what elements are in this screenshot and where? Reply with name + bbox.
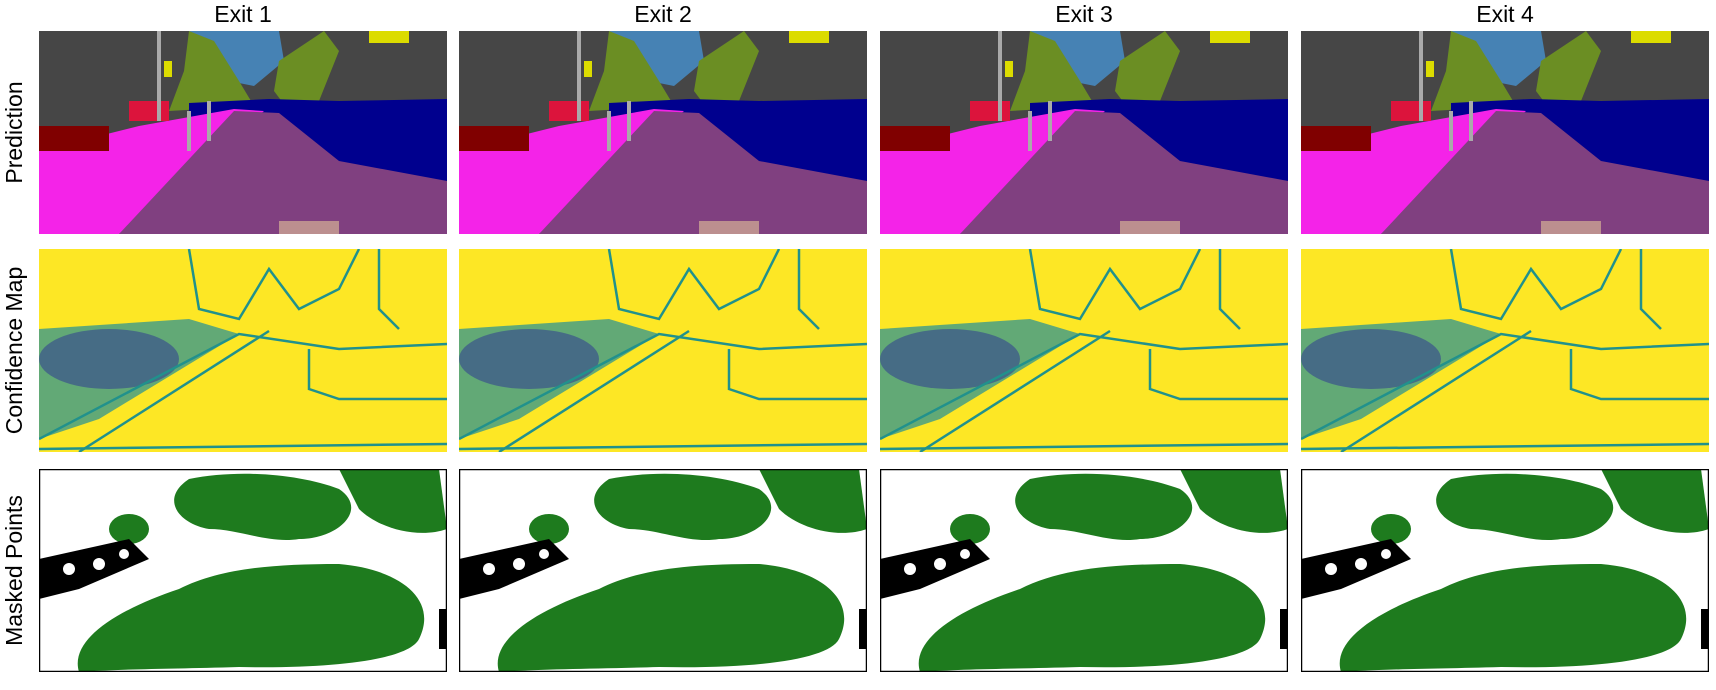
image-panel xyxy=(880,31,1288,234)
column-title: Exit 3 xyxy=(1055,1,1113,27)
image-panel xyxy=(39,249,447,452)
row-label: Confidence Map xyxy=(1,267,27,435)
column-title: Exit 1 xyxy=(214,1,272,27)
image-panel xyxy=(39,469,447,672)
image-panel xyxy=(459,469,867,672)
image-panel xyxy=(1301,249,1709,452)
column-title: Exit 2 xyxy=(634,1,692,27)
image-panel xyxy=(459,249,867,452)
row-label: Prediction xyxy=(1,81,27,183)
image-panel xyxy=(880,249,1288,452)
column-title: Exit 4 xyxy=(1476,1,1534,27)
panel-grid xyxy=(39,31,1709,672)
row-label: Masked Points xyxy=(1,495,27,646)
image-panel xyxy=(1301,31,1709,234)
image-panel xyxy=(459,31,867,234)
image-panel xyxy=(1301,469,1709,672)
labels: Exit 1 Exit 2 Exit 3 Exit 4 Prediction Confid… xyxy=(1,1,1534,646)
image-panel xyxy=(880,469,1288,672)
image-panel xyxy=(39,31,447,234)
